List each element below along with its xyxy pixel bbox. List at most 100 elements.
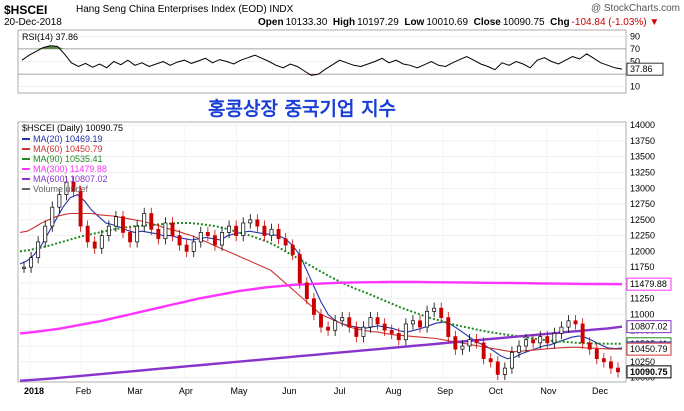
- ma-line: [19, 325, 623, 382]
- candle-body: [410, 320, 415, 325]
- price-badge: [626, 365, 672, 379]
- month-tick-label: Sep: [437, 386, 453, 396]
- candle-body: [22, 266, 26, 269]
- candle-body: [99, 235, 104, 249]
- candle-body: [488, 358, 493, 363]
- rsi-tick-label: 50: [630, 57, 640, 67]
- symbol-title: $HSCEI: [4, 3, 48, 17]
- price-tick-label: 12250: [630, 231, 655, 241]
- candle-body: [333, 320, 338, 331]
- candle-body: [559, 326, 564, 334]
- month-tick-label: Dec: [592, 386, 609, 396]
- candle-body: [580, 323, 585, 344]
- candle-body: [545, 336, 550, 344]
- price-tick-label: 11000: [630, 309, 654, 319]
- high-label: High: [332, 17, 356, 28]
- candle-body: [71, 181, 76, 192]
- candle-body: [297, 254, 302, 284]
- candle-body: [552, 333, 557, 344]
- candle-body: [198, 232, 203, 243]
- candle-body: [290, 244, 295, 255]
- rsi-tick-label: 10: [630, 82, 640, 92]
- ma-line: [19, 193, 623, 360]
- price-badge-label: 10090.75: [630, 367, 668, 377]
- price-tick-label: 13000: [630, 183, 655, 193]
- price-panel: 1000010250105001075011000112501150011750…: [17, 120, 672, 396]
- date-label: 20-Dec-2018: [4, 17, 62, 28]
- rsi-last-value: 37.86: [630, 64, 653, 74]
- candle-body: [432, 307, 437, 312]
- candle-body: [467, 339, 472, 347]
- candle-body: [446, 317, 451, 337]
- legend-entry: Volume undef: [33, 184, 89, 194]
- candle-body: [594, 348, 599, 360]
- candle-body: [481, 342, 486, 360]
- month-tick-label: Jul: [334, 386, 346, 396]
- candle-body: [135, 225, 140, 243]
- price-tick-label: 12750: [630, 199, 655, 209]
- candle-body: [128, 232, 133, 243]
- month-tick-label: Oct: [489, 386, 504, 396]
- price-tick-label: 13500: [630, 152, 655, 162]
- candle-body: [319, 314, 323, 328]
- candle-body: [29, 257, 34, 268]
- candle-body: [269, 228, 274, 236]
- candle-body: [227, 225, 232, 233]
- legend-entry: MA(60) 10450.79: [33, 144, 103, 154]
- candle-body: [502, 367, 507, 375]
- price-legend-title: $HSCEI (Daily) 10090.75: [22, 123, 123, 133]
- legend-entry: MA(600) 10807.02: [33, 174, 108, 184]
- candle-body: [248, 219, 253, 224]
- candle-body: [255, 219, 260, 227]
- close-value: 10090.75: [502, 17, 545, 28]
- candle-body: [587, 342, 592, 350]
- price-tick-label: 10250: [630, 357, 655, 367]
- candle-body: [326, 326, 331, 331]
- rsi-label: RSI(14) 37.86: [22, 32, 78, 42]
- candle-body: [509, 351, 514, 369]
- rsi-tick-label: 90: [630, 31, 640, 41]
- candle-body: [262, 225, 267, 236]
- rsi-panel: 10 50 70 90 RSI(14) 37.86 37.86: [17, 29, 664, 94]
- low-value: 10010.69: [426, 17, 469, 28]
- month-tick-label: Aug: [385, 386, 401, 396]
- close-label: Close: [473, 17, 501, 28]
- month-tick-label: Nov: [540, 386, 557, 396]
- overlay-title: 홍콩상장 중국기업 지수: [208, 97, 396, 120]
- candle-body: [36, 241, 41, 259]
- high-value: 10197.29: [357, 17, 399, 28]
- legend-entry: MA(300) 11479.88: [33, 164, 107, 174]
- open-value: 10133.30: [285, 17, 328, 28]
- candle-body: [156, 228, 161, 240]
- candle-body: [439, 307, 444, 318]
- rsi-tick-label: 70: [630, 44, 640, 54]
- candle-body: [524, 339, 529, 347]
- price-badge-label: 10450.79: [630, 344, 668, 354]
- candle-body: [121, 216, 125, 233]
- candle-body: [43, 225, 48, 243]
- candle-body: [396, 333, 401, 341]
- rsi-line: [21, 45, 623, 76]
- ohlc-bar: Open 10133.30 High 10197.29 Low 10010.69 Cl…: [258, 17, 659, 28]
- candle-body: [57, 194, 62, 208]
- price-badge: [626, 277, 672, 291]
- candle-body: [142, 213, 147, 227]
- open-label: Open: [258, 17, 284, 28]
- candle-body: [517, 345, 521, 353]
- candle-body: [170, 222, 175, 236]
- down-arrow-icon: ▼: [649, 17, 660, 28]
- candle-body: [566, 320, 571, 328]
- price-tick-label: 12000: [630, 246, 655, 256]
- candle-body: [418, 320, 422, 328]
- candle-body: [212, 235, 217, 246]
- candle-body: [234, 225, 239, 236]
- candle-body: [191, 241, 196, 252]
- brand-label: @ StockCharts.com: [590, 3, 680, 14]
- candle-body: [311, 298, 316, 315]
- price-tick-label: 11250: [630, 294, 654, 304]
- chg-label: Chg: [550, 17, 570, 28]
- candle-body: [50, 206, 55, 227]
- candle-body: [113, 216, 118, 227]
- candle-body: [382, 323, 387, 331]
